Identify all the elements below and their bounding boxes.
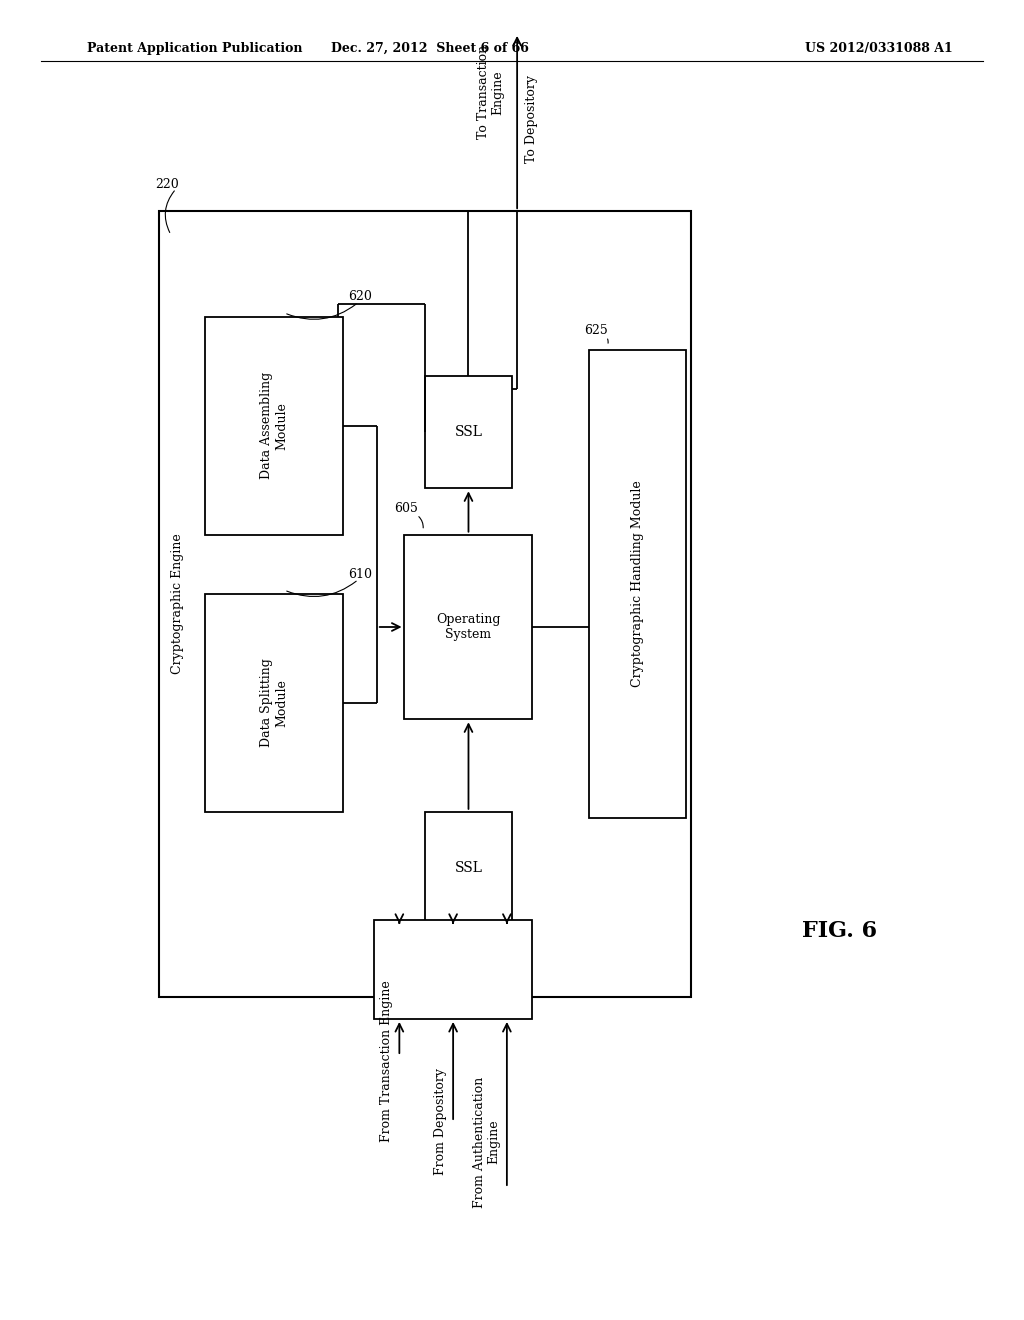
Text: From Transaction Engine: From Transaction Engine <box>380 979 393 1142</box>
Bar <box>374 920 532 1019</box>
Bar <box>205 594 343 812</box>
Text: Data Splitting
Module: Data Splitting Module <box>260 659 288 747</box>
Text: US 2012/0331088 A1: US 2012/0331088 A1 <box>805 42 952 54</box>
Bar <box>425 376 512 488</box>
Text: FIG. 6: FIG. 6 <box>802 920 878 941</box>
Bar <box>589 350 686 818</box>
Text: Dec. 27, 2012  Sheet 6 of 66: Dec. 27, 2012 Sheet 6 of 66 <box>331 42 529 54</box>
Text: 620: 620 <box>348 290 372 304</box>
Text: 610: 610 <box>348 568 372 581</box>
Text: Operating
System: Operating System <box>436 612 501 642</box>
Text: SSL: SSL <box>455 425 482 440</box>
Text: From Authentication
Engine: From Authentication Engine <box>473 1077 501 1208</box>
Text: 625: 625 <box>584 323 607 337</box>
Text: Cryptographic Handling Module: Cryptographic Handling Module <box>631 480 644 688</box>
Bar <box>425 812 512 924</box>
Text: To Transaction
Engine: To Transaction Engine <box>476 45 505 140</box>
Text: To Depository: To Depository <box>525 75 539 162</box>
Bar <box>159 211 691 997</box>
Text: 220: 220 <box>156 178 179 191</box>
Text: 605: 605 <box>394 502 418 515</box>
Text: SSL: SSL <box>455 861 482 875</box>
Text: Cryptographic Engine: Cryptographic Engine <box>171 533 183 675</box>
Bar <box>404 535 532 719</box>
Text: Data Assembling
Module: Data Assembling Module <box>260 372 288 479</box>
Text: Patent Application Publication: Patent Application Publication <box>87 42 302 54</box>
Text: From Depository: From Depository <box>434 1068 446 1175</box>
Bar <box>205 317 343 535</box>
